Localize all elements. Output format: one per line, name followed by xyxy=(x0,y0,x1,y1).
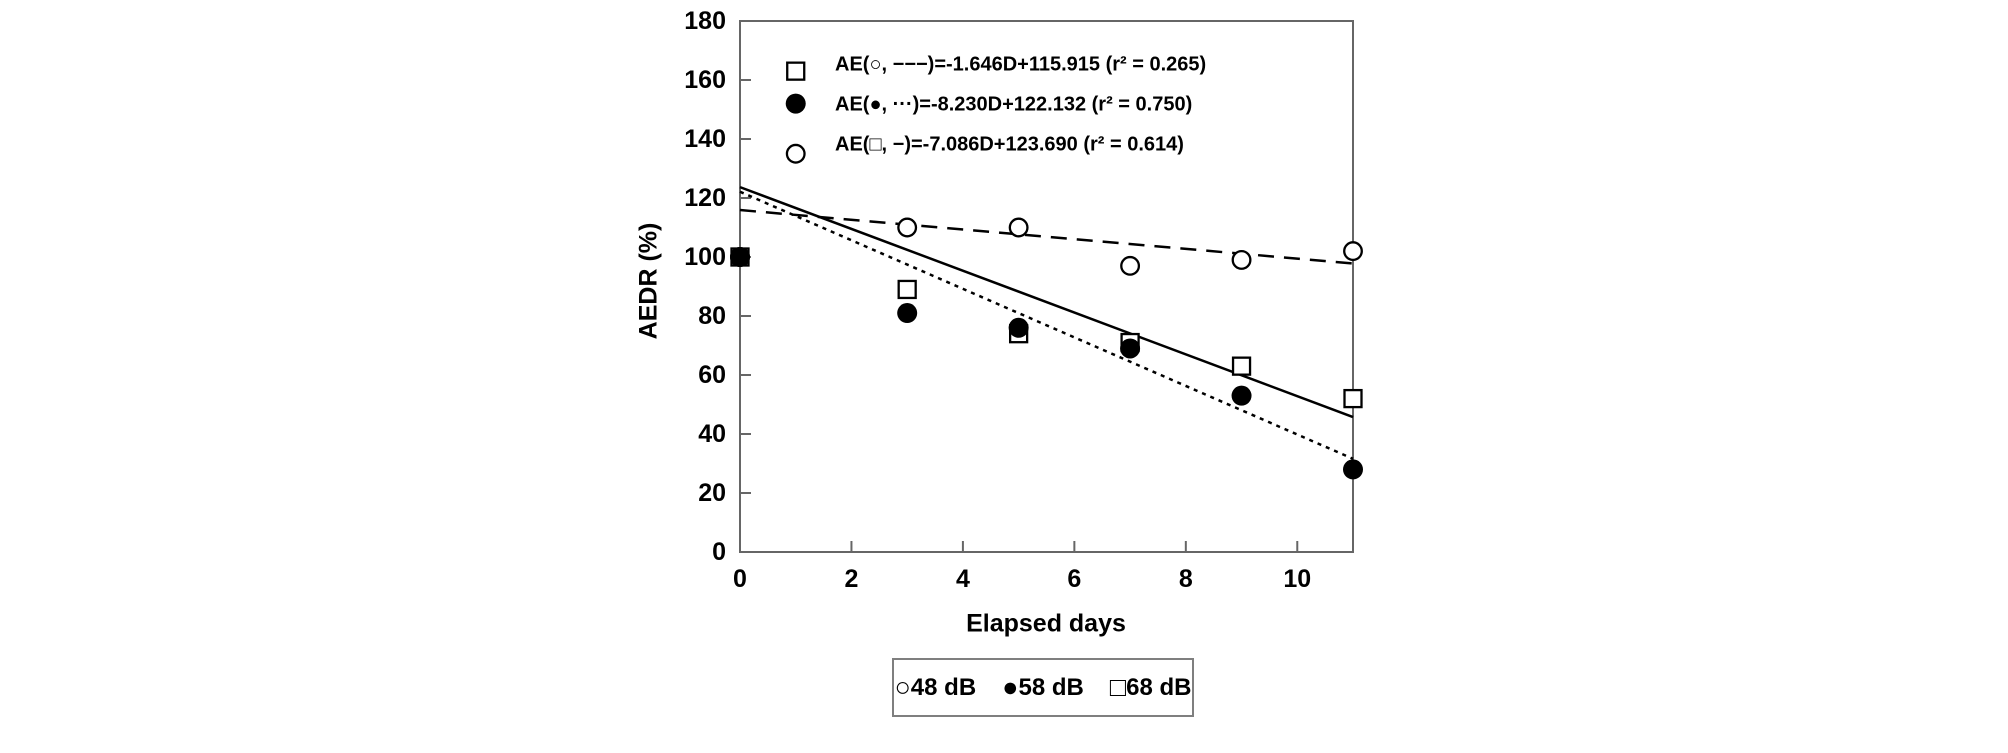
x-tick-label: 0 xyxy=(733,565,747,593)
legend-label-68db: 68 dB xyxy=(1126,673,1192,701)
y-tick-label: 140 xyxy=(684,125,726,153)
y-tick-label: 20 xyxy=(698,479,726,507)
y-axis-title: AEDR (%) xyxy=(634,222,663,340)
x-tick-label: 2 xyxy=(845,565,859,593)
y-tick-label: 80 xyxy=(698,302,726,330)
filled-circle-icon: ● xyxy=(1002,672,1019,702)
y-tick-label: 40 xyxy=(698,420,726,448)
legend-item-48db: ○ 48 dB xyxy=(894,674,976,702)
x-tick-label: 6 xyxy=(1067,565,1081,593)
marker-58db xyxy=(1231,385,1252,406)
marker-68db xyxy=(897,279,917,300)
marker-48db xyxy=(897,217,918,238)
legend-item-58db: ● 58 dB xyxy=(1002,674,1084,702)
y-tick-label: 100 xyxy=(684,243,726,271)
marker-58db xyxy=(1008,317,1029,338)
marker-58db xyxy=(1343,459,1363,480)
marker-48db xyxy=(785,143,806,164)
marker-48db xyxy=(1120,255,1141,276)
marker-68db xyxy=(1231,356,1252,376)
marker-48db xyxy=(1008,217,1029,238)
marker-48db xyxy=(1231,250,1252,270)
x-tick-label: 8 xyxy=(1179,565,1193,593)
marker-58db xyxy=(1120,338,1141,359)
y-tick-label: 120 xyxy=(684,184,726,212)
legend: ○ 48 dB ● 58 dB □ 68 dB xyxy=(892,658,1194,717)
open-square-icon: □ xyxy=(1109,672,1127,702)
fit-equation-48db: AE(○, −−−)=-1.646D+115.915 (r² = 0.265) xyxy=(835,53,1207,76)
marker-48db xyxy=(1343,241,1363,262)
x-tick-label: 4 xyxy=(956,565,970,593)
y-tick-label: 0 xyxy=(712,538,726,566)
fit-equation-58db: AE(●, ···)=-8.230D+122.132 (r² = 0.750) xyxy=(835,93,1193,116)
y-tick-label: 180 xyxy=(684,7,726,35)
fit-line-48db xyxy=(739,208,1354,265)
marker-58db xyxy=(897,303,918,324)
legend-label-48db: 48 dB xyxy=(910,673,977,701)
x-tick-label: 10 xyxy=(1283,565,1311,593)
marker-58db xyxy=(785,93,806,114)
fit-line-68db xyxy=(739,185,1354,419)
x-axis-title: Elapsed days xyxy=(966,609,1126,638)
y-tick-label: 160 xyxy=(684,66,726,94)
fit-equation-68db: AE(□, −)=-7.086D+123.690 (r² = 0.614) xyxy=(835,133,1184,156)
marker-68db xyxy=(1343,388,1363,409)
open-circle-icon: ○ xyxy=(894,672,911,702)
marker-58db xyxy=(730,247,750,267)
legend-item-68db: □ 68 dB xyxy=(1110,674,1192,702)
marker-68db xyxy=(786,61,806,81)
fit-line-58db xyxy=(739,190,1354,460)
plot-frame xyxy=(739,20,1354,553)
legend-label-58db: 58 dB xyxy=(1018,673,1084,701)
y-tick-label: 60 xyxy=(698,361,726,389)
